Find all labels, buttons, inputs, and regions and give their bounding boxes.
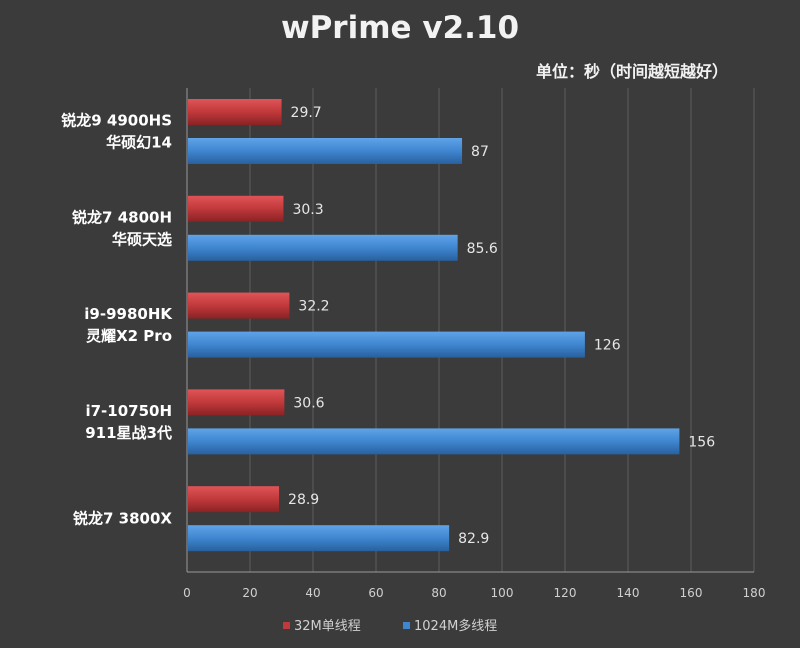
category-label: 锐龙7 3800X [73,510,172,528]
data-label: 30.6 [293,395,324,411]
bar-32m [188,292,290,319]
bar-1024m [188,428,680,455]
legend-label: 1024M多线程 [414,618,497,634]
bar-32m [188,99,282,125]
category-label: 华硕幻14 [106,134,172,152]
chart-title: wPrime v2.10 [280,10,520,46]
data-label: 156 [688,434,715,450]
x-tick-label: 160 [680,586,703,600]
data-label: 29.7 [291,105,322,121]
data-label: 87 [471,144,489,160]
bar-1024m [188,234,458,261]
chart-subtitle: 单位：秒（时间越短越好） [535,62,728,81]
data-label: 32.2 [298,299,329,315]
x-tick-label: 0 [183,586,191,600]
bar-32m [188,195,284,222]
category-label: 锐龙7 4800H [72,208,172,226]
category-label: 锐龙9 4900HS [61,112,172,130]
data-label: 30.3 [292,202,323,218]
x-tick-label: 140 [617,586,640,600]
legend-swatch-1024m [403,622,410,629]
x-tick-label: 20 [242,586,257,600]
bar-1024m [188,138,463,164]
x-tick-label: 80 [431,586,446,600]
data-label: 82.9 [458,531,489,547]
legend-label: 32M单线程 [294,619,361,634]
bar-32m [188,389,285,416]
x-tick-label: 60 [368,586,383,600]
category-label: i7-10750H [85,402,172,420]
x-tick-label: 120 [554,586,577,600]
data-label: 85.6 [467,241,498,257]
x-tick-label: 180 [743,586,766,600]
data-label: 28.9 [288,492,319,508]
x-tick-label: 100 [491,586,514,600]
bar-1024m [188,525,450,552]
bar-32m [188,486,280,513]
category-label: 华硕天选 [112,230,172,248]
data-label: 126 [594,338,621,354]
x-tick-label: 40 [305,586,320,600]
category-label: 灵耀X2 Pro [86,327,172,345]
bar-1024m [188,331,585,358]
category-label: 911星战3代 [85,424,172,442]
category-label: i9-9980HK [84,305,173,323]
legend-swatch-32m [283,622,290,629]
